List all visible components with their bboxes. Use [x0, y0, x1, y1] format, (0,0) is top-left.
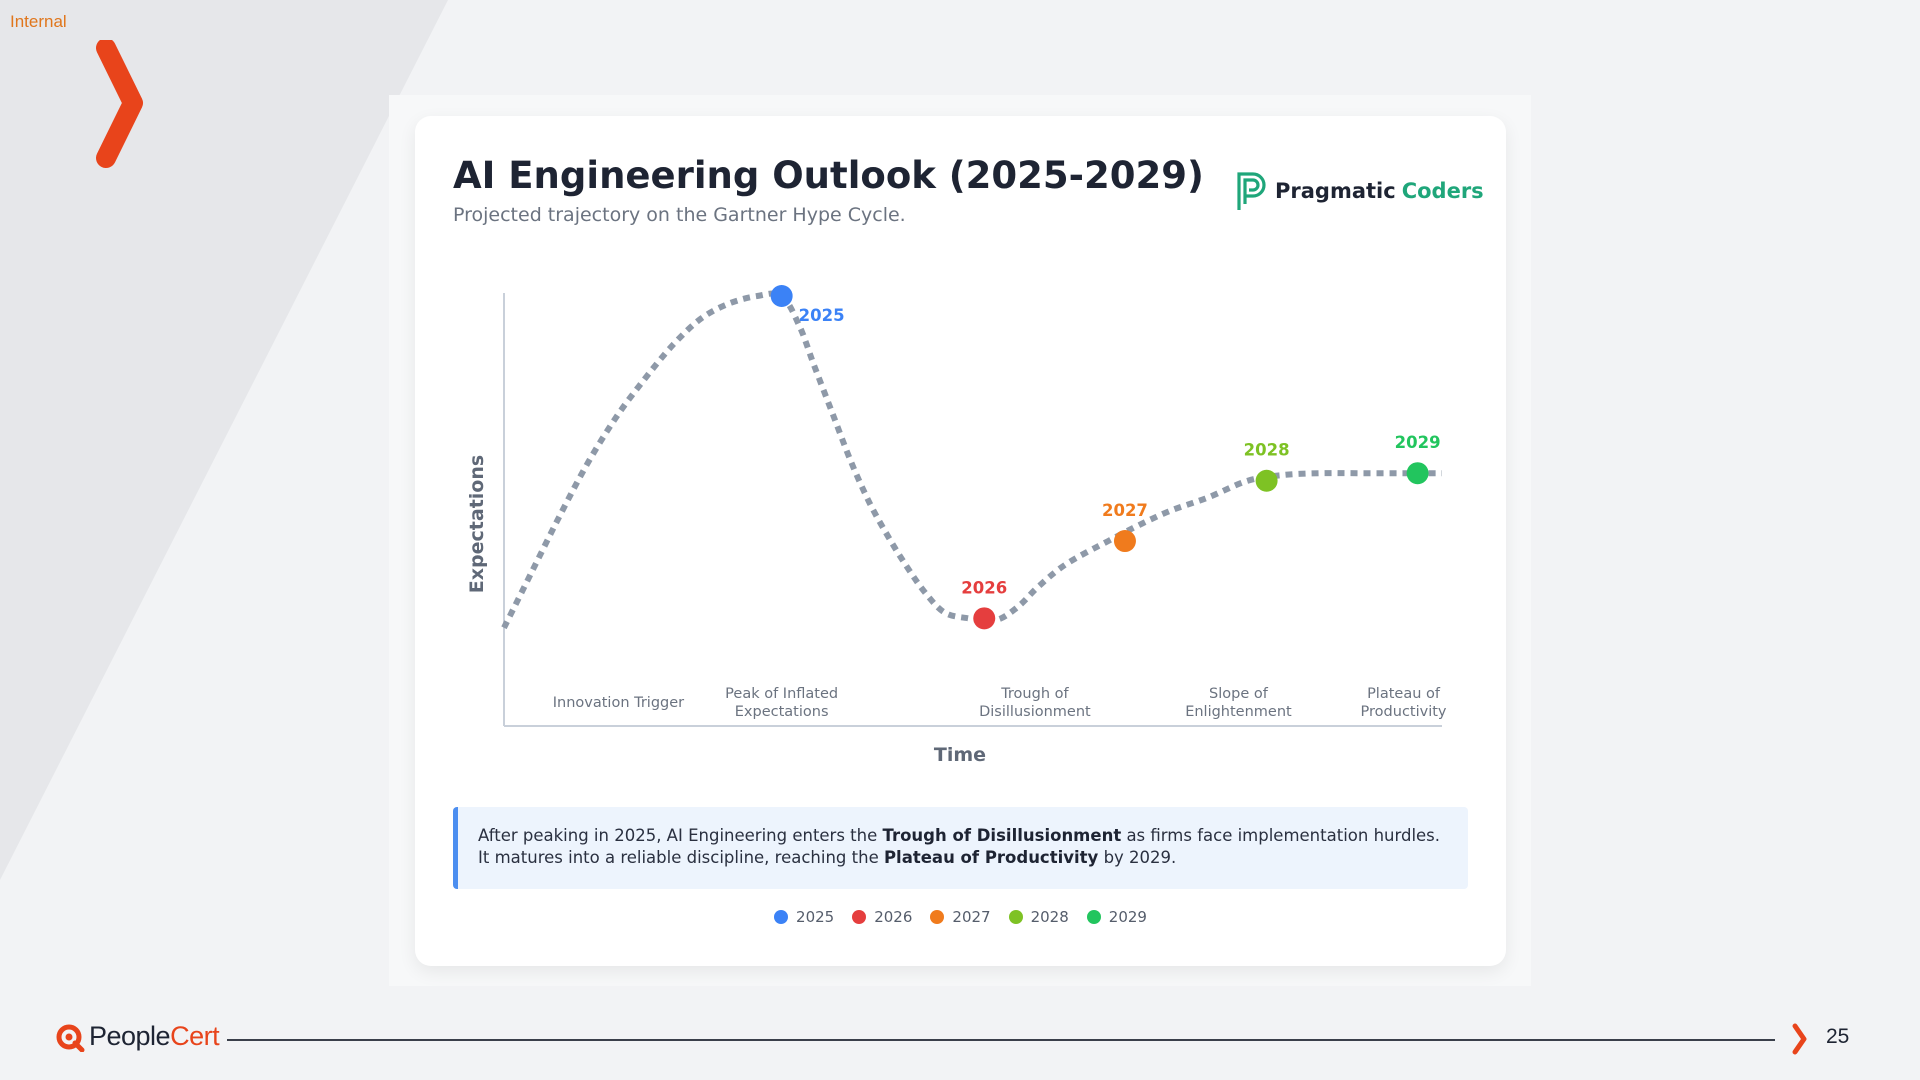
chart-legend: 2025 2026 2027 2028 2029	[415, 908, 1506, 926]
peoplecert-mark-icon	[56, 1024, 85, 1052]
legend-dot-2027	[930, 910, 945, 924]
phase-label-1: Innovation Trigger	[553, 695, 684, 711]
insight-callout: After peaking in 2025, AI Engineering en…	[453, 807, 1468, 889]
legend-label-2029: 2029	[1108, 908, 1147, 926]
point-label-2029: 2029	[1395, 433, 1441, 452]
chart-subtitle: Projected trajectory on the Gartner Hype…	[453, 204, 906, 226]
point-2025	[770, 285, 793, 307]
pragmatic-coders-logo: Pragmatic Coders	[1233, 170, 1484, 212]
legend-dot-2025	[774, 910, 789, 924]
brand-name-part1: Pragmatic	[1275, 179, 1396, 203]
legend-label-2026: 2026	[874, 908, 913, 926]
point-label-2025: 2025	[799, 306, 845, 325]
legend-label-2028: 2028	[1030, 908, 1069, 926]
legend-label-2027: 2027	[952, 908, 991, 926]
chart-title: AI Engineering Outlook (2025-2029)	[453, 154, 1204, 197]
callout-bold-trough: Trough of Disillusionment	[882, 826, 1122, 845]
legend-item-2029: 2029	[1086, 908, 1147, 926]
callout-text-3: by 2029.	[1098, 848, 1177, 867]
footer-brand-part1: People	[89, 1021, 171, 1051]
point-2026	[973, 607, 996, 630]
callout-text-2: as firms face implementation hurdles. It…	[478, 826, 1441, 867]
peoplecert-logo: PeopleCert	[55, 1021, 220, 1052]
legend-item-2025: 2025	[774, 908, 834, 926]
legend-item-2026: 2026	[852, 908, 912, 926]
point-label-2026: 2026	[961, 578, 1007, 597]
brand-name-part2: Coders	[1401, 179, 1484, 203]
x-axis-label: Time	[934, 744, 986, 766]
legend-item-2027: 2027	[930, 908, 991, 926]
page-number: 25	[1826, 1025, 1850, 1048]
chevron-right-icon	[96, 40, 143, 168]
hype-curve-line	[501, 290, 1442, 630]
chart-card: AI Engineering Outlook (2025-2029) Proje…	[415, 116, 1506, 966]
phase-label-5: Plateau of Productivity	[1361, 686, 1447, 720]
legend-item-2028: 2028	[1008, 908, 1069, 926]
y-axis-label: Expectations	[466, 455, 488, 593]
classification-label: Internal	[10, 12, 67, 31]
phase-label-3: Trough of Disillusionment	[979, 686, 1091, 720]
legend-dot-2028	[1008, 910, 1023, 924]
legend-label-2025: 2025	[796, 908, 835, 926]
point-label-2028: 2028	[1244, 441, 1290, 460]
point-2027	[1113, 530, 1136, 553]
point-2028	[1255, 469, 1278, 492]
pragmatic-coders-p-icon	[1237, 172, 1266, 210]
callout-bold-plateau: Plateau of Productivity	[883, 848, 1099, 867]
legend-dot-2026	[852, 910, 867, 924]
legend-dot-2029	[1086, 910, 1101, 924]
callout-text-1: After peaking in 2025, AI Engineering en…	[478, 826, 883, 845]
point-2029	[1406, 462, 1429, 485]
hype-cycle-chart: Expectations Time Innovation Trigger Peak…	[466, 285, 1447, 766]
footer-chevron-icon	[1792, 1023, 1807, 1055]
footer-brand-part2: Cert	[170, 1021, 220, 1051]
phase-label-4: Slope of Enlightenment	[1185, 686, 1292, 720]
phase-label-2: Peak of Inflated Expectations	[725, 686, 838, 720]
point-label-2027: 2027	[1102, 501, 1148, 520]
footer-divider	[227, 1039, 1775, 1041]
